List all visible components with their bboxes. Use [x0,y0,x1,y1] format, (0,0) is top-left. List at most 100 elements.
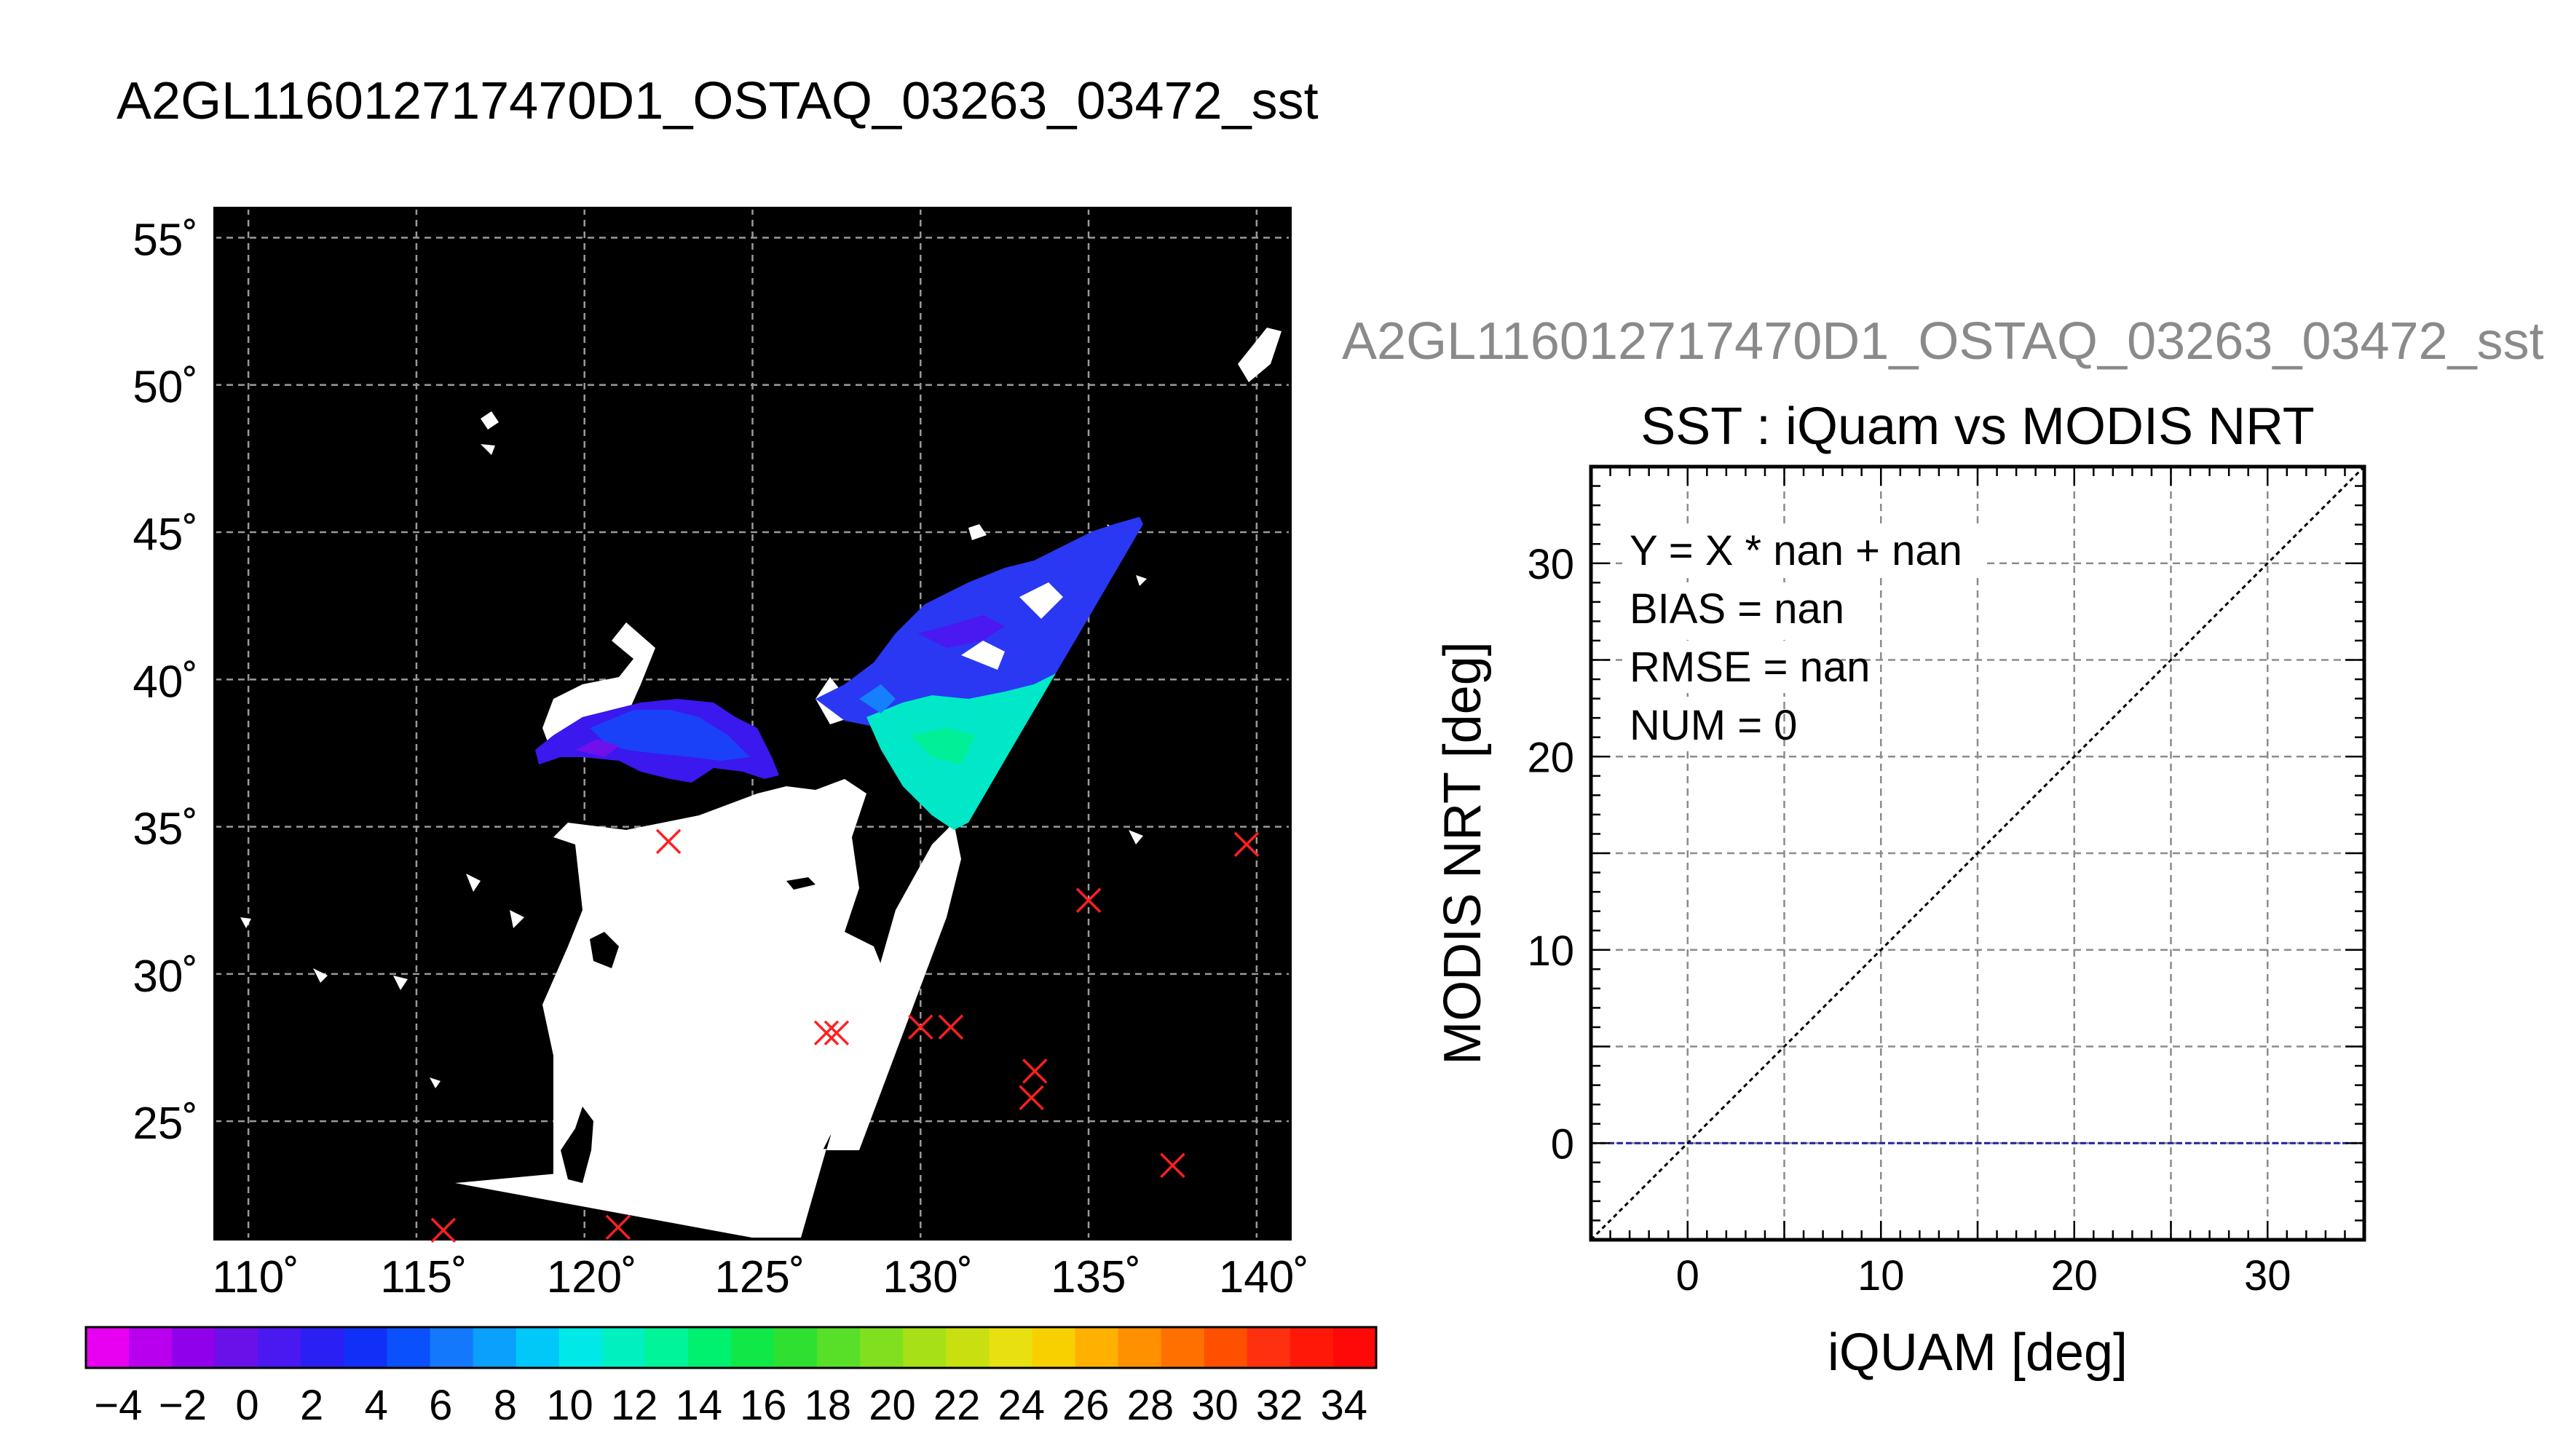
colorbar-swatch [731,1327,775,1368]
y-tick-label: 0 [1551,1120,1574,1168]
scatter-y-tick-labels: 0 10 20 30 [1527,541,1574,1168]
colorbar-swatch [1161,1327,1205,1368]
scatter-filename-title: A2GL116012717470D1_OSTAQ_03263_03472_sst [1342,312,2544,371]
colorbar-tick-label: 26 [1062,1382,1110,1429]
colorbar-swatch [903,1327,947,1368]
colorbar-swatch [644,1327,689,1368]
map-lon-tick-label: 125˚ [714,1252,805,1302]
map-lat-tick-label: 40˚ [133,657,198,707]
colorbar-tick-label: 24 [998,1382,1045,1429]
stats-text-background [1622,641,1841,693]
colorbar-tick-label: 4 [365,1382,388,1429]
stats-text-background [1622,699,1780,751]
colorbar-swatch [344,1327,387,1368]
colorbar-swatch [430,1327,474,1368]
colorbar-tick-label: 28 [1127,1382,1174,1429]
map-lon-tick-label: 135˚ [1051,1252,1141,1302]
colorbar-swatch [1332,1327,1377,1368]
observation-marker [655,828,682,855]
colorbar-swatch [129,1327,173,1368]
map-lon-tick-label: 115˚ [380,1252,467,1302]
colorbar-swatch [387,1327,431,1368]
scatter-x-tick-labels: 0 10 20 30 [1676,1252,2291,1299]
map-markers [430,828,1260,1243]
colorbar-tick-label: 10 [546,1382,593,1429]
observation-marker [430,1217,457,1243]
map-lon-tick-label: 110˚ [212,1252,299,1302]
observation-marker [1075,887,1102,913]
map-lat-tick-label: 35˚ [133,804,198,855]
observation-marker [605,1214,631,1241]
map-lat-tick-label: 25˚ [133,1099,198,1149]
x-axis-label: iQUAM [deg] [1828,1324,2128,1382]
observation-marker [1019,1085,1044,1111]
y-axis-label: MODIS NRT [deg] [1434,641,1492,1065]
identity-line [1591,467,2364,1240]
y-tick-label: 30 [1527,541,1574,588]
colorbar-swatch [946,1327,990,1368]
sst-swath-yellow-sea [535,699,779,783]
observation-marker [813,1020,840,1046]
colorbar-swatch [1204,1327,1248,1368]
colorbar-swatch [687,1327,732,1368]
x-tick-label: 10 [1857,1252,1905,1299]
colorbar-tick-label: 34 [1320,1382,1367,1429]
colorbar-swatch [860,1327,904,1368]
dark-islands [561,877,816,1183]
colorbar: −4 −2 0 2 4 6 8 10 12 14 16 18 20 22 24 26 28 30 32 34 [84,1326,1378,1429]
colorbar-swatch [1118,1327,1162,1368]
colorbar-swatch [558,1327,603,1368]
map-lon-tick-label: 120˚ [547,1252,637,1302]
observation-marker [1233,831,1260,858]
colorbar-tick-label: −2 [159,1382,207,1429]
y-tick-label: 10 [1527,927,1574,975]
colorbar-tick-labels: −4 −2 0 2 4 6 8 10 12 14 16 18 20 22 24 26 28 30 32 34 [94,1382,1367,1429]
colorbar-swatch [86,1327,130,1368]
colorbar-tick-label: 8 [494,1382,517,1429]
colorbar-tick-label: 16 [740,1382,787,1429]
colorbar-tick-label: 32 [1256,1382,1303,1429]
colorbar-swatch [817,1327,861,1368]
map-lat-tick-label: 55˚ [133,215,198,265]
scatter-chart-title: SST : iQuam vs MODIS NRT [1640,397,2315,456]
stats-line: BIAS = nan [1630,585,1844,633]
colorbar-tick-label: 14 [675,1382,722,1429]
map-lat-tick-label: 30˚ [133,951,198,1002]
colorbar-tick-label: 2 [300,1382,323,1429]
stats-line: RMSE = nan [1630,644,1870,691]
colorbar-swatch [516,1327,560,1368]
scatter-minor-ticks [1591,465,2366,1240]
colorbar-tick-label: 6 [429,1382,452,1429]
colorbar-swatch [601,1327,646,1368]
map-lat-tick-labels: 55˚ 50˚ 45˚ 40˚ 35˚ 30˚ 25˚ [133,215,198,1149]
colorbar-tick-label: 18 [805,1382,852,1429]
colorbar-swatch [172,1327,216,1368]
colorbar-frame [84,1326,1378,1369]
x-tick-label: 30 [2244,1252,2291,1299]
land-mask [240,328,1282,1241]
observation-marker [938,1014,964,1040]
observation-marker [1022,1059,1048,1084]
colorbar-swatch [774,1327,818,1368]
sst-swath-japan-sea [816,517,1143,830]
colorbar-swatch [1032,1327,1076,1368]
x-tick-label: 0 [1676,1252,1699,1299]
colorbar-swatch [1247,1327,1291,1368]
map-panel: 55˚ 50˚ 45˚ 40˚ 35˚ 30˚ 25˚ 110˚ 115˚ 120˚ 125˚ 13… [133,207,1309,1302]
colorbar-swatch [989,1327,1032,1368]
map-lon-tick-label: 130˚ [882,1252,973,1302]
colorbar-swatches [86,1327,1377,1368]
colorbar-tick-label: 0 [235,1382,258,1429]
colorbar-swatch [1075,1327,1119,1368]
colorbar-tick-label: 22 [933,1382,981,1429]
map-lon-tick-label: 140˚ [1219,1252,1309,1302]
main-title: A2GL116012717470D1_OSTAQ_03263_03472_sst [117,72,1319,130]
stats-text-background [1622,582,1841,635]
map-lat-tick-label: 45˚ [133,510,198,560]
observation-marker [824,1020,850,1046]
map-frame [213,207,1292,1241]
colorbar-tick-label: 30 [1191,1382,1239,1429]
colorbar-swatch [258,1327,301,1368]
observation-marker [908,1014,933,1040]
